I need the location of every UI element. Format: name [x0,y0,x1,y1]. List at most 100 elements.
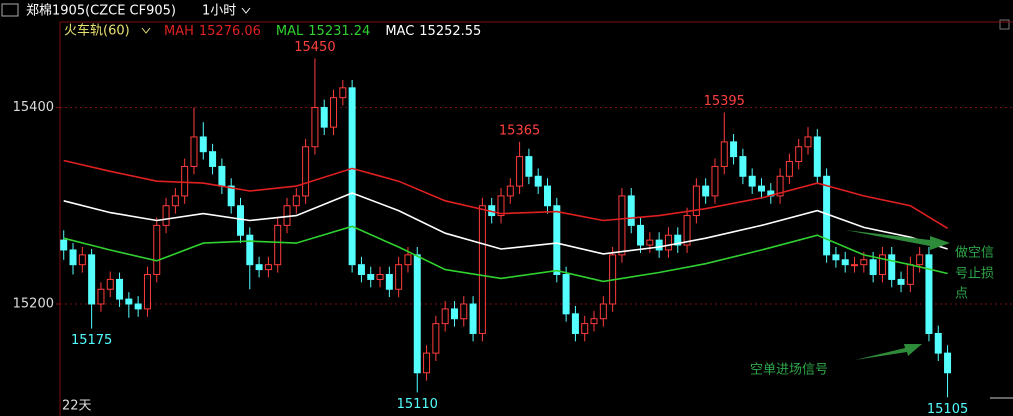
candle-body [357,264,365,276]
legend-entry: MAH 15276.06 [164,24,261,39]
ma-line [63,192,948,255]
candle-body [162,205,170,226]
candle-body [190,136,198,167]
annotation: 空单进场信号 [750,363,828,378]
candle-body [227,185,235,207]
extreme-label: 15395 [704,94,745,109]
candle-body [385,274,393,290]
ma-line [63,225,948,283]
legend-name: MAL [276,24,304,39]
candle-body [544,185,552,207]
y-tick-label: 15200 [13,296,54,311]
extreme-label: 15450 [294,40,335,55]
icon [1,3,19,17]
period[interactable]: 1小时 [202,4,236,19]
candle-body [776,175,784,197]
candle-body [869,259,877,276]
candle-body [255,264,263,271]
arrow [855,344,922,360]
candle-body [199,136,207,153]
corner-box [999,19,1010,30]
candle-body [478,205,486,334]
candle-body [739,156,747,177]
candle-body [683,215,691,246]
candle-body [916,254,924,266]
candle-body [264,264,272,271]
candle-body [888,254,896,280]
candle-body [395,264,403,290]
candle-body [599,303,607,320]
candle-body [720,141,728,167]
candle-body [618,195,626,256]
candle-body [795,146,803,163]
indicator[interactable]: 火车轨(60) [64,23,130,39]
legend-entry: MAL 15231.24 [276,24,370,39]
candle-body [553,205,561,276]
candle-body [692,185,700,217]
candle-body [423,352,431,374]
candle-body [925,254,933,334]
duration: 22天 [62,399,92,414]
legend-name: MAH [164,24,194,39]
candle-body [450,308,458,320]
dropdown-arrow [141,27,151,34]
candle-body [143,274,151,310]
legend: MAH 15276.06 MAL 15231.24 MAC 15252.55 [164,24,481,39]
candle-body [60,239,68,251]
legend-name: MAC [385,24,414,39]
header: 郑棉1905(CZCE CF905) 1小时 火车轨(60) [1,3,1010,39]
candle-body [590,318,598,325]
candle-body [88,254,96,305]
candle-body [646,239,654,246]
annotation-line: 做空信 [955,246,994,261]
extreme-label: 15365 [499,123,540,138]
candle-body [785,161,793,177]
extreme-label: 15105 [927,402,968,416]
candle-body [813,136,821,177]
candle-body [413,254,421,374]
candle-body [125,298,133,305]
candle-body [311,106,319,148]
candle-body [702,185,710,197]
legend-entry: MAC 15252.55 [385,24,481,39]
candle-body [562,274,570,315]
candle-body [404,254,412,266]
legend-value: 15231.24 [308,24,370,39]
candle-body [655,239,663,251]
candle-body [571,313,579,334]
candle-body [934,332,942,354]
y-tick-label: 15400 [13,100,54,115]
candle-body [153,224,161,276]
candle-body [376,274,384,280]
candle-body [897,278,905,285]
extreme-label: 15110 [397,397,438,412]
candle-body [181,165,189,197]
candle-body [944,352,952,374]
candle-body [906,264,914,285]
candle-body [302,146,310,197]
candle-body [246,234,254,266]
candle-body [878,254,886,276]
candle-body [330,97,338,128]
candle-body [292,195,300,207]
candle-body [851,264,859,267]
candle-body [730,141,738,158]
candle-body [664,234,672,251]
candle-body [841,259,849,266]
candle-body [674,234,682,246]
candle-body [711,165,719,197]
legend-value: 15276.06 [199,24,261,39]
candle-body [506,185,514,197]
candle-body [637,224,645,246]
extreme-label: 15175 [71,333,112,348]
candle-body [97,288,105,305]
candle-body [581,323,589,334]
candle-body [209,151,217,167]
arrow [845,230,950,250]
candle-body [432,323,440,354]
candle-body [534,175,542,187]
candle-body [69,249,77,266]
annotation-line: 点 [955,287,968,302]
